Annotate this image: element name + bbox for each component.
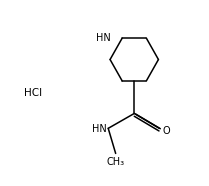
Text: O: O <box>162 126 170 136</box>
Text: CH₃: CH₃ <box>107 157 125 167</box>
Text: HN: HN <box>92 124 106 134</box>
Text: HCl: HCl <box>24 88 42 98</box>
Text: HN: HN <box>96 33 111 43</box>
